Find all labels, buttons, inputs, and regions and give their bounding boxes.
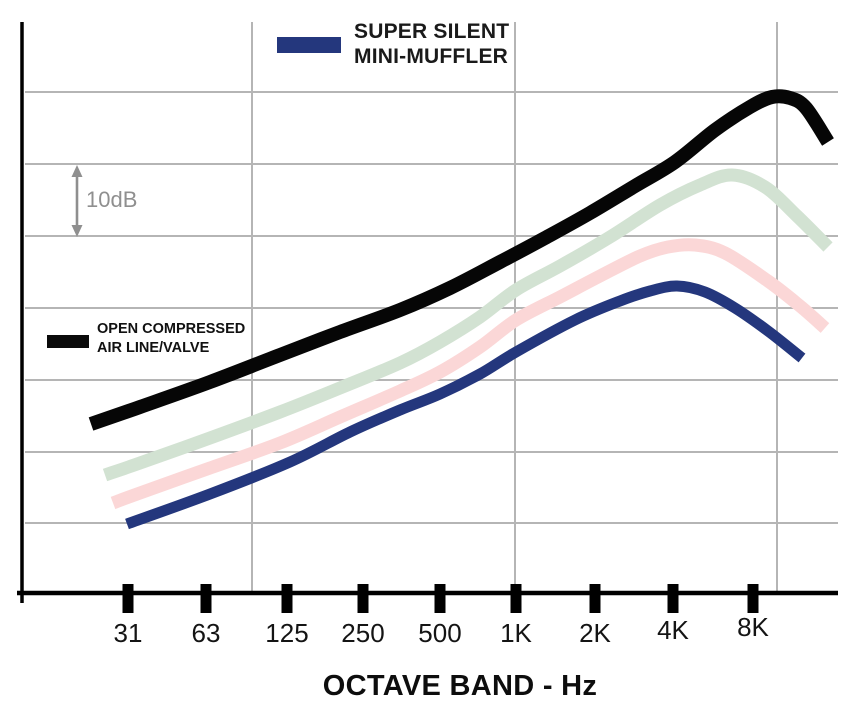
curve-muffler-curve-pink <box>110 238 830 510</box>
curve-mini-muffler <box>125 280 806 530</box>
x-tick-label-1K: 1K <box>500 618 532 648</box>
legend-open-air-line1: OPEN COMPRESSED <box>97 321 246 337</box>
axes <box>17 22 838 603</box>
ten-db-arrow-icon <box>71 165 83 237</box>
x-tick-label-63: 63 <box>191 618 221 648</box>
x-tick-label-125: 125 <box>265 618 309 648</box>
ten-db-scale-label: 10dB <box>86 187 138 212</box>
x-tick-label-250: 250 <box>341 618 385 648</box>
legend-open-air-swatch <box>47 335 89 348</box>
legend-mini-muffler-swatch <box>277 37 341 53</box>
x-axis-tick-marks <box>122 584 759 613</box>
x-tick-label-4K: 4K <box>657 615 689 645</box>
legend-mini-muffler-line2: MINI-MUFFLER <box>354 45 509 68</box>
x-tick-label-8K: 8K <box>737 612 769 642</box>
legend-mini-muffler-label: SUPER SILENT MINI-MUFFLER <box>354 19 509 69</box>
legend-open-air-label: OPEN COMPRESSED AIR LINE/VALVE <box>97 320 245 358</box>
legend-mini-muffler-line1: SUPER SILENT <box>354 20 510 43</box>
curve-muffler-curve-light-green <box>102 168 833 482</box>
x-tick-label-31: 31 <box>113 618 143 648</box>
gridlines <box>25 22 838 591</box>
curve-open-air-line <box>88 89 834 431</box>
legend-open-air-line2: AIR LINE/VALVE <box>97 340 210 356</box>
x-axis-title: OCTAVE BAND - Hz <box>322 670 598 702</box>
curves <box>88 89 834 530</box>
x-tick-label-500: 500 <box>418 618 462 648</box>
x-tick-label-2K: 2K <box>579 618 611 648</box>
